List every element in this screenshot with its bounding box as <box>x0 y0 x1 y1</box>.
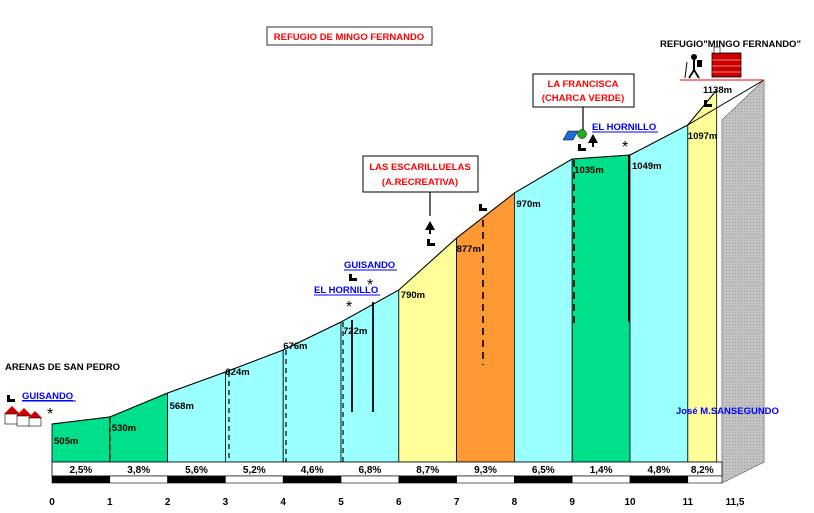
scale-bar-cell <box>687 475 723 484</box>
water-tank-icon <box>562 129 587 141</box>
km-tick-label: 9 <box>569 497 575 508</box>
scale-bar-cell <box>340 475 400 484</box>
scale-bar-cell <box>51 475 111 484</box>
gradient-label: 2,5% <box>70 465 93 476</box>
fountain-icon <box>578 144 586 151</box>
gradient-strip <box>51 461 723 477</box>
gradient-label: 1,4% <box>590 465 613 476</box>
houses-icon <box>4 406 42 427</box>
profile-segment <box>456 192 515 463</box>
label-hornillo-top: EL HORNILLO <box>592 122 656 133</box>
scale-bar-cell <box>629 475 689 484</box>
km-tick-label: 5 <box>338 497 344 508</box>
hiker-icon <box>684 54 702 79</box>
altitude-label: 877m <box>457 244 481 255</box>
scale-bar-cell <box>225 475 284 484</box>
asterisk-icon: * <box>47 406 53 423</box>
fountain-icon <box>427 239 435 246</box>
altitude-label: 568m <box>170 401 194 412</box>
km-tick-label: 10 <box>624 497 636 508</box>
escarilluelas-box <box>362 155 479 193</box>
km-tick-label: 1 <box>107 497 113 508</box>
altitude-label: 1097m <box>688 131 718 142</box>
km-tick-label: 2 <box>165 497 171 508</box>
km-tick-label: 11,5 <box>726 497 745 508</box>
fountain-icon <box>704 100 712 107</box>
scale-bar-cell <box>514 475 573 484</box>
gradient-label: 4,6% <box>301 465 324 476</box>
altitude-label: 1049m <box>632 161 662 172</box>
asterisk-icon: * <box>346 299 352 316</box>
label-francisca: LA FRANCISCA <box>548 79 619 90</box>
scale-bar-cell <box>167 475 226 484</box>
km-tick-label: 6 <box>396 497 402 508</box>
gradient-label: 6,5% <box>532 465 555 476</box>
km-scale <box>51 475 723 484</box>
label-escarilluelas: LAS ESCARILLUELAS <box>369 162 470 173</box>
profile-segment <box>398 237 458 463</box>
fountain-icon <box>479 204 487 211</box>
km-tick-label: 8 <box>512 497 518 508</box>
altitude-label: 722m <box>343 326 367 337</box>
fountain-icon <box>349 274 357 281</box>
profile-side-wall-shade <box>722 80 764 483</box>
altitude-label: 970m <box>516 199 540 210</box>
refuge-hut-icon <box>711 46 742 78</box>
km-tick-label: 3 <box>223 497 229 508</box>
label-refugio-top: REFUGIO"MINGO FERNANDO" <box>660 39 801 50</box>
gradient-label: 4,8% <box>648 465 671 476</box>
gradient-label: 6,8% <box>359 465 382 476</box>
altitude-label: 1035m <box>574 165 604 176</box>
label-escarilluelas-sub: (A.RECREATIVA) <box>382 177 458 188</box>
label-hornillo-mid: EL HORNILLO <box>314 285 378 296</box>
trail-markers <box>109 155 630 462</box>
altitude-label: 530m <box>112 423 136 434</box>
scale-bar-cell <box>456 475 515 484</box>
km-tick-label: 7 <box>454 497 460 508</box>
altitude-label: 624m <box>225 367 249 378</box>
altitude-labels: 505m 530m 568m 624m 676m 722m 790m 877m 970m 1035… <box>54 85 732 447</box>
gradient-label: 8,2% <box>691 465 714 476</box>
altitude-label: 676m <box>283 341 307 352</box>
km-tick-label: 4 <box>280 497 286 508</box>
gradient-label: 3,8% <box>127 465 150 476</box>
altitude-label: 1138m <box>703 85 732 96</box>
profile-outline-top <box>687 79 765 126</box>
altitude-label: 505m <box>54 436 78 447</box>
km-tick-label: 0 <box>49 497 55 508</box>
km-tick-labels: 0 1 2 3 4 5 6 7 8 9 10 11 11,5 <box>49 497 745 508</box>
label-arenas: ARENAS DE SAN PEDRO <box>5 362 120 373</box>
altitude-label: 790m <box>401 290 425 301</box>
km-tick-label: 11 <box>683 497 694 508</box>
gradient-label: 9,3% <box>474 465 497 476</box>
gradient-label: 8,7% <box>416 465 439 476</box>
asterisk-icon: * <box>622 139 628 156</box>
francisca-box <box>532 73 635 108</box>
author-credit: José M.SANSEGUNDO <box>676 406 779 417</box>
profile-segment <box>167 371 226 463</box>
profile-segments <box>51 79 765 463</box>
gradient-labels: 2,5% 3,8% 5,6% 5,2% 4,6% 6,8% 8,7% 9,3% 6,5% 1,4%… <box>70 465 714 476</box>
fountain-icon <box>7 395 15 402</box>
scale-bar-cell <box>109 475 168 484</box>
label-guisando-mid: GUISANDO <box>344 260 395 271</box>
tree-icon <box>588 134 598 147</box>
label-francisca-sub: (CHARCA VERDE) <box>542 93 625 104</box>
scale-bar-cell <box>571 475 631 484</box>
gradient-label: 5,6% <box>185 465 208 476</box>
asterisk-icon: * <box>367 277 373 294</box>
page-title: REFUGIO DE MINGO FERNANDO <box>274 32 424 43</box>
scale-bar-cell <box>282 475 342 484</box>
gradient-label: 5,2% <box>243 465 266 476</box>
profile-segment <box>571 154 631 463</box>
tree-icon <box>425 221 435 234</box>
scale-bar-cell <box>398 475 457 484</box>
title-box <box>266 26 433 46</box>
label-guisando-start: GUISANDO <box>22 391 73 402</box>
